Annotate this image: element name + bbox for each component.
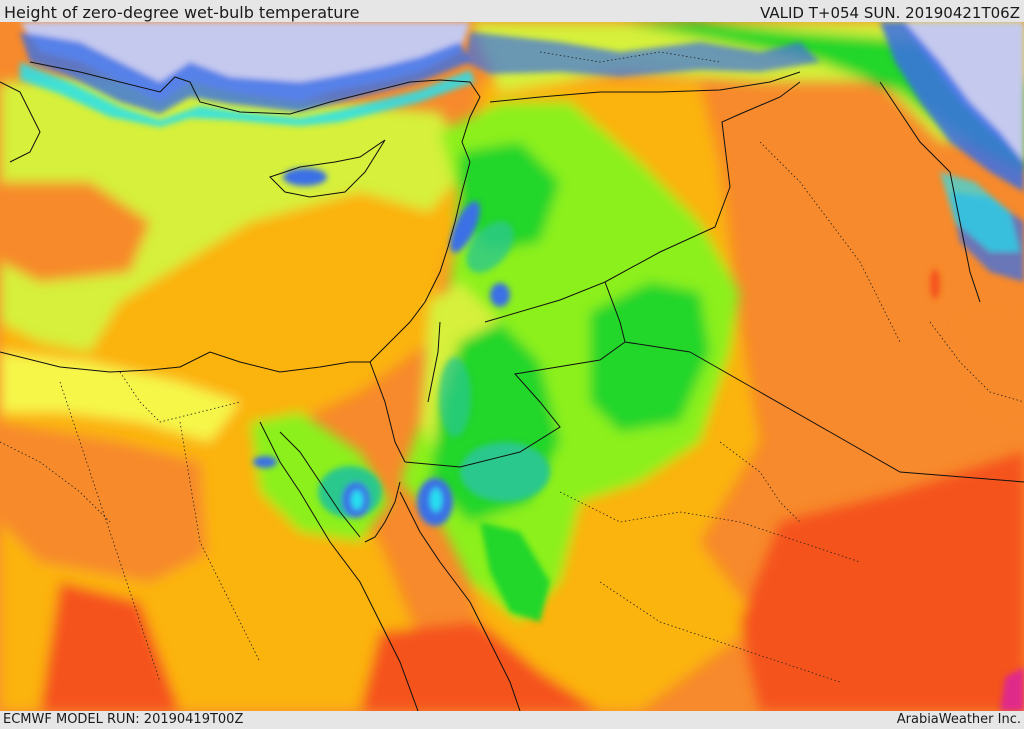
border-syria-turkey: [489, 71, 801, 103]
field-lebanon-blue: [450, 201, 480, 253]
coastline-gulf-of-suez: [279, 431, 361, 538]
field-hejaz-green: [480, 522, 550, 622]
border-iraq-saudi: [689, 351, 1024, 483]
field-green-north-levant: [455, 142, 560, 252]
field-yellow-libya: [0, 352, 240, 442]
province-border-egypt-3: [179, 421, 261, 663]
province-border-saudi-3: [719, 441, 801, 523]
coastline-red-sea-west: [259, 421, 419, 711]
border-syria-iraq: [604, 81, 801, 283]
coastline-red-sea-east: [399, 491, 521, 711]
field-jordan-teal: [460, 442, 550, 502]
province-border-iran: [929, 321, 1024, 403]
field-green-turkey: [480, 22, 1024, 172]
field-hermon-blue: [490, 283, 510, 307]
province-border-iraq: [759, 141, 901, 343]
coastline-levant: [369, 161, 471, 363]
field-redorange-sw: [40, 582, 180, 711]
footer-bar: ECMWF MODEL RUN: 20190419T00Z ArabiaWeat…: [0, 711, 1024, 729]
field-redorange-gulf: [960, 312, 1024, 422]
field-orange-west-sea: [0, 182, 150, 282]
field-cyprus-blue: [283, 168, 327, 186]
field-redorange-south: [360, 622, 600, 711]
province-lines: [0, 51, 1024, 683]
coastline-egypt-north: [0, 351, 370, 373]
province-border-egypt-2: [59, 381, 161, 683]
field-sinai-cyan: [351, 490, 363, 510]
color-field: [0, 22, 1024, 711]
map-lines: [0, 61, 1024, 711]
field-levant-teal: [439, 357, 471, 437]
detail-field: [20, 22, 1024, 711]
field-orange-libya: [0, 422, 230, 582]
coastline-cyprus: [269, 139, 386, 198]
weather-map[interactable]: [0, 22, 1024, 711]
field-cyan-zagros: [940, 172, 1020, 252]
province-border-saudi-2: [599, 581, 841, 683]
field-magenta-corner: [1000, 667, 1024, 711]
credit-label: ArabiaWeather Inc.: [896, 712, 1021, 727]
field-hejaz-cyan: [430, 488, 442, 512]
border-saudi-jordan: [404, 341, 691, 468]
coastline-aegean: [0, 81, 41, 163]
field-redorange-se: [740, 452, 1024, 711]
field-cyan-aegean: [20, 62, 475, 127]
coastline-turkey: [29, 61, 481, 163]
border-egypt-israel: [369, 361, 406, 463]
field-blue-taurus: [465, 32, 820, 77]
field-eastdesert-blue: [253, 456, 277, 468]
border-iran-iraq: [879, 81, 981, 303]
province-border-egypt-1: [119, 371, 241, 423]
field-red-gulf-spot: [930, 269, 940, 299]
field-lebanon-teal: [466, 221, 514, 273]
field-green-jordan: [590, 282, 710, 432]
province-border-turkey: [539, 51, 721, 63]
model-run-label: ECMWF MODEL RUN: 20190419T00Z: [3, 712, 244, 727]
coastline-gulf-of-aqaba: [364, 481, 401, 543]
map-title: Height of zero-degree wet-bulb temperatu…: [4, 3, 360, 22]
field-blue-aegean: [20, 32, 470, 114]
valid-time: VALID T+054 SUN. 20190421T06Z: [760, 4, 1020, 22]
field-blue-ne: [880, 22, 1024, 192]
header-bar: Height of zero-degree wet-bulb temperatu…: [0, 0, 1024, 22]
shore-dead-sea: [427, 321, 441, 403]
field-yellow-west: [0, 72, 470, 352]
